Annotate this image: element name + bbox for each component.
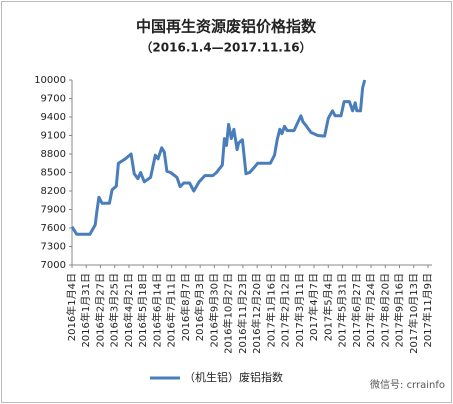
x-tick-label: 2017年5月31日 xyxy=(336,273,349,348)
y-tick-label: 9100 xyxy=(41,131,66,142)
x-tick-label: 2016年3月25日 xyxy=(108,273,121,348)
x-tick-label: 2017年11月9日 xyxy=(421,273,434,348)
x-tick-label: 2017年7月24日 xyxy=(364,273,377,348)
x-tick-label: 2017年6月27日 xyxy=(350,273,363,348)
x-tick-label: 2016年11月23日 xyxy=(236,273,249,354)
legend-label: （机生铝）废铝指数 xyxy=(184,370,283,384)
x-tick-label: 2017年4月7日 xyxy=(307,273,320,341)
x-tick-label: 2016年1月31日 xyxy=(79,273,92,348)
x-tick-label: 2016年6月14日 xyxy=(150,273,163,348)
chart-subtitle: （2016.1.4—2017.11.16） xyxy=(140,40,311,55)
y-tick-label: 10000 xyxy=(34,75,66,86)
x-tick-label: 2017年3月11日 xyxy=(293,273,306,348)
chart-title: 中国再生资源废铝价格指数 xyxy=(136,18,317,36)
y-tick-label: 8200 xyxy=(41,186,66,197)
y-tick-label: 7900 xyxy=(41,205,66,216)
watermark: 微信号: crrainfo xyxy=(370,378,445,391)
x-tick-label: 2016年10月27日 xyxy=(222,273,235,354)
x-tick-label: 2017年8月20日 xyxy=(378,273,391,348)
x-tick-label: 2017年9月16日 xyxy=(393,273,406,348)
y-tick-label: 8800 xyxy=(41,149,66,160)
x-tick-label: 2016年1月4日 xyxy=(65,273,78,341)
y-tick-label: 8500 xyxy=(41,168,66,179)
x-tick-label: 2016年5月18日 xyxy=(136,273,149,348)
data-line xyxy=(70,79,367,236)
x-tick-label: 2016年4月21日 xyxy=(122,273,135,348)
x-tick-label: 2017年10月13日 xyxy=(407,273,420,354)
x-tick-label: 2017年1月16日 xyxy=(264,273,277,348)
y-tick-label: 9700 xyxy=(41,94,66,105)
y-tick-label: 7600 xyxy=(41,223,66,234)
x-tick-label: 2017年2月12日 xyxy=(279,273,292,348)
y-tick-label: 9400 xyxy=(41,112,66,123)
y-tick-label: 7300 xyxy=(41,242,66,253)
x-tick-label: 2016年7月11日 xyxy=(165,273,178,348)
x-tick-label: 2016年9月30日 xyxy=(207,273,220,348)
x-tick-label: 2016年8月7日 xyxy=(179,273,192,341)
x-tick-label: 2016年12月20日 xyxy=(250,273,263,354)
x-tick-label: 2016年2月27日 xyxy=(93,273,106,348)
x-tick-label: 2017年5月4日 xyxy=(321,273,334,341)
y-tick-label: 7000 xyxy=(41,260,66,271)
x-tick-label: 2016年9月3日 xyxy=(193,273,206,341)
